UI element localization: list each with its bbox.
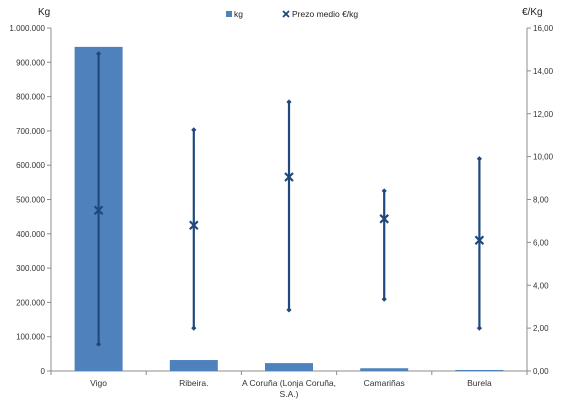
- right-tick-label: 16,00: [533, 24, 554, 33]
- mean-marker: [284, 172, 294, 182]
- left-tick-label: 1.000.000: [9, 24, 45, 33]
- min-marker: [191, 325, 197, 331]
- legend-swatch-kg: [226, 11, 232, 17]
- max-marker: [96, 51, 102, 57]
- right-tick-label: 10,00: [533, 153, 554, 162]
- left-tick-label: 100.000: [16, 333, 45, 342]
- mean-marker: [379, 214, 389, 224]
- left-tick-label: 300.000: [16, 264, 45, 273]
- category-label: Ribeira.: [179, 378, 208, 388]
- right-axis-ticks: 0,00 2,00 4,00 6,00 8,00 10,00 12,00 14,00 16,00: [527, 24, 554, 376]
- category-label: A Coruña (Lonja Coruña, S.A.): [242, 378, 336, 399]
- left-tick-label: 600.000: [16, 161, 45, 170]
- right-tick-label: 0,00: [533, 367, 549, 376]
- price-range: [379, 188, 389, 302]
- legend: kg Prezo medio €/kg: [226, 9, 358, 19]
- price-ranges: [93, 51, 485, 347]
- mean-marker: [474, 235, 485, 246]
- bar: [360, 368, 409, 371]
- mean-marker: [189, 220, 199, 231]
- category-labels: Vigo Ribeira. A Coruña (Lonja Coruña, S.A.)…: [90, 378, 492, 399]
- legend-marker-price: [282, 10, 290, 18]
- bar: [455, 369, 504, 371]
- left-tick-label: 700.000: [16, 127, 45, 136]
- price-range: [189, 127, 199, 331]
- min-marker: [286, 307, 292, 313]
- left-tick-label: 400.000: [16, 230, 45, 239]
- category-label: Burela: [467, 378, 492, 388]
- price-range: [474, 156, 485, 331]
- max-marker: [476, 156, 482, 162]
- left-tick-label: 900.000: [16, 58, 45, 67]
- price-range: [284, 99, 294, 313]
- right-tick-label: 12,00: [533, 110, 554, 119]
- right-axis-title: €/Kg: [522, 7, 543, 18]
- legend-label-kg: kg: [234, 9, 243, 19]
- right-tick-label: 14,00: [533, 67, 554, 76]
- bar: [265, 363, 313, 371]
- left-axis-ticks: 0 100.000 200.000 300.000 400.000 500.000 600.…: [9, 24, 51, 376]
- left-tick-label: 800.000: [16, 93, 45, 102]
- left-tick-label: 0: [41, 367, 46, 376]
- right-tick-label: 4,00: [533, 281, 549, 290]
- mean-marker: [93, 205, 104, 215]
- left-tick-label: 200.000: [16, 298, 45, 307]
- left-tick-label: 500.000: [16, 196, 45, 205]
- right-tick-label: 8,00: [533, 196, 549, 205]
- left-axis-title: Kg: [38, 7, 50, 18]
- max-marker: [191, 127, 197, 133]
- min-marker: [96, 341, 102, 347]
- bar: [169, 360, 218, 371]
- min-marker: [381, 296, 387, 302]
- right-tick-label: 2,00: [533, 324, 549, 333]
- min-marker: [476, 325, 482, 331]
- legend-label-price: Prezo medio €/kg: [292, 9, 358, 19]
- category-label: Vigo: [90, 378, 107, 388]
- max-marker: [286, 99, 292, 105]
- price-range: [93, 51, 104, 347]
- right-tick-label: 6,00: [533, 238, 549, 247]
- category-label: Camariñas: [364, 378, 405, 388]
- max-marker: [381, 188, 387, 194]
